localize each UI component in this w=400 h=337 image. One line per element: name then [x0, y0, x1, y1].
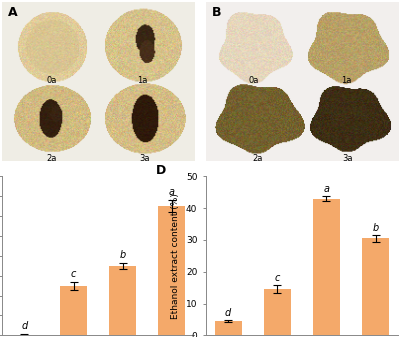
- Text: D: D: [156, 164, 166, 177]
- Text: 3a: 3a: [139, 154, 150, 163]
- Text: 0a: 0a: [249, 76, 259, 85]
- Text: a: a: [324, 184, 330, 194]
- Bar: [313, 199, 340, 335]
- Text: d: d: [225, 308, 231, 317]
- Text: 2a: 2a: [252, 154, 263, 163]
- Text: c: c: [71, 269, 76, 279]
- Y-axis label: Ethanol extract content (%): Ethanol extract content (%): [171, 193, 180, 319]
- Text: b: b: [120, 250, 126, 260]
- Text: 2a: 2a: [47, 154, 57, 163]
- Text: b: b: [372, 223, 379, 233]
- Bar: [362, 238, 389, 335]
- Text: 3a: 3a: [343, 154, 353, 163]
- Text: A: A: [8, 6, 17, 20]
- Bar: [109, 266, 136, 335]
- Bar: [60, 286, 87, 335]
- Text: a: a: [169, 187, 175, 197]
- Text: 1a: 1a: [341, 76, 351, 85]
- Text: c: c: [274, 273, 280, 283]
- Text: 0a: 0a: [47, 76, 57, 85]
- Text: d: d: [21, 321, 28, 331]
- Bar: [214, 321, 242, 335]
- Bar: [158, 206, 186, 335]
- Text: B: B: [212, 6, 221, 20]
- Bar: [264, 289, 291, 335]
- Text: 1a: 1a: [137, 76, 148, 85]
